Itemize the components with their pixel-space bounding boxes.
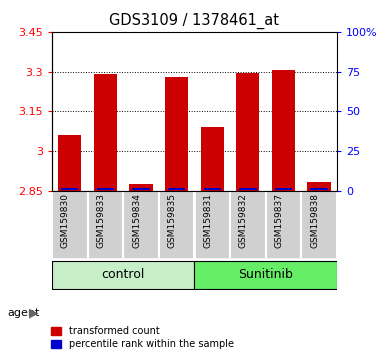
Bar: [201, 127, 224, 191]
FancyBboxPatch shape: [52, 261, 194, 289]
Bar: [310, 188, 328, 190]
Bar: [308, 182, 331, 191]
FancyBboxPatch shape: [52, 191, 88, 259]
FancyBboxPatch shape: [266, 191, 301, 259]
Bar: [94, 74, 117, 191]
FancyBboxPatch shape: [194, 191, 230, 259]
FancyBboxPatch shape: [88, 191, 123, 259]
Text: GSM159838: GSM159838: [310, 193, 319, 248]
Text: control: control: [102, 268, 145, 280]
Bar: [236, 73, 259, 191]
Bar: [97, 188, 114, 190]
Bar: [129, 184, 152, 191]
Bar: [165, 77, 188, 191]
Text: GSM159834: GSM159834: [132, 193, 141, 248]
Text: agent: agent: [8, 308, 40, 318]
Bar: [58, 135, 81, 191]
Text: ▶: ▶: [29, 307, 38, 320]
Bar: [275, 188, 292, 190]
Bar: [239, 188, 256, 190]
Text: GSM159830: GSM159830: [61, 193, 70, 248]
Title: GDS3109 / 1378461_at: GDS3109 / 1378461_at: [109, 13, 280, 29]
Bar: [132, 188, 150, 190]
FancyBboxPatch shape: [159, 191, 194, 259]
FancyBboxPatch shape: [301, 191, 337, 259]
Legend: transformed count, percentile rank within the sample: transformed count, percentile rank withi…: [51, 326, 234, 349]
Text: Sunitinib: Sunitinib: [238, 268, 293, 280]
Text: GSM159835: GSM159835: [167, 193, 177, 248]
Text: GSM159833: GSM159833: [96, 193, 105, 248]
Text: GSM159837: GSM159837: [275, 193, 283, 248]
FancyBboxPatch shape: [123, 191, 159, 259]
Text: GSM159832: GSM159832: [239, 193, 248, 248]
FancyBboxPatch shape: [194, 261, 337, 289]
FancyBboxPatch shape: [230, 191, 266, 259]
Text: GSM159831: GSM159831: [203, 193, 212, 248]
Bar: [272, 70, 295, 191]
Bar: [61, 188, 79, 190]
Bar: [168, 188, 185, 190]
Bar: [204, 188, 221, 190]
